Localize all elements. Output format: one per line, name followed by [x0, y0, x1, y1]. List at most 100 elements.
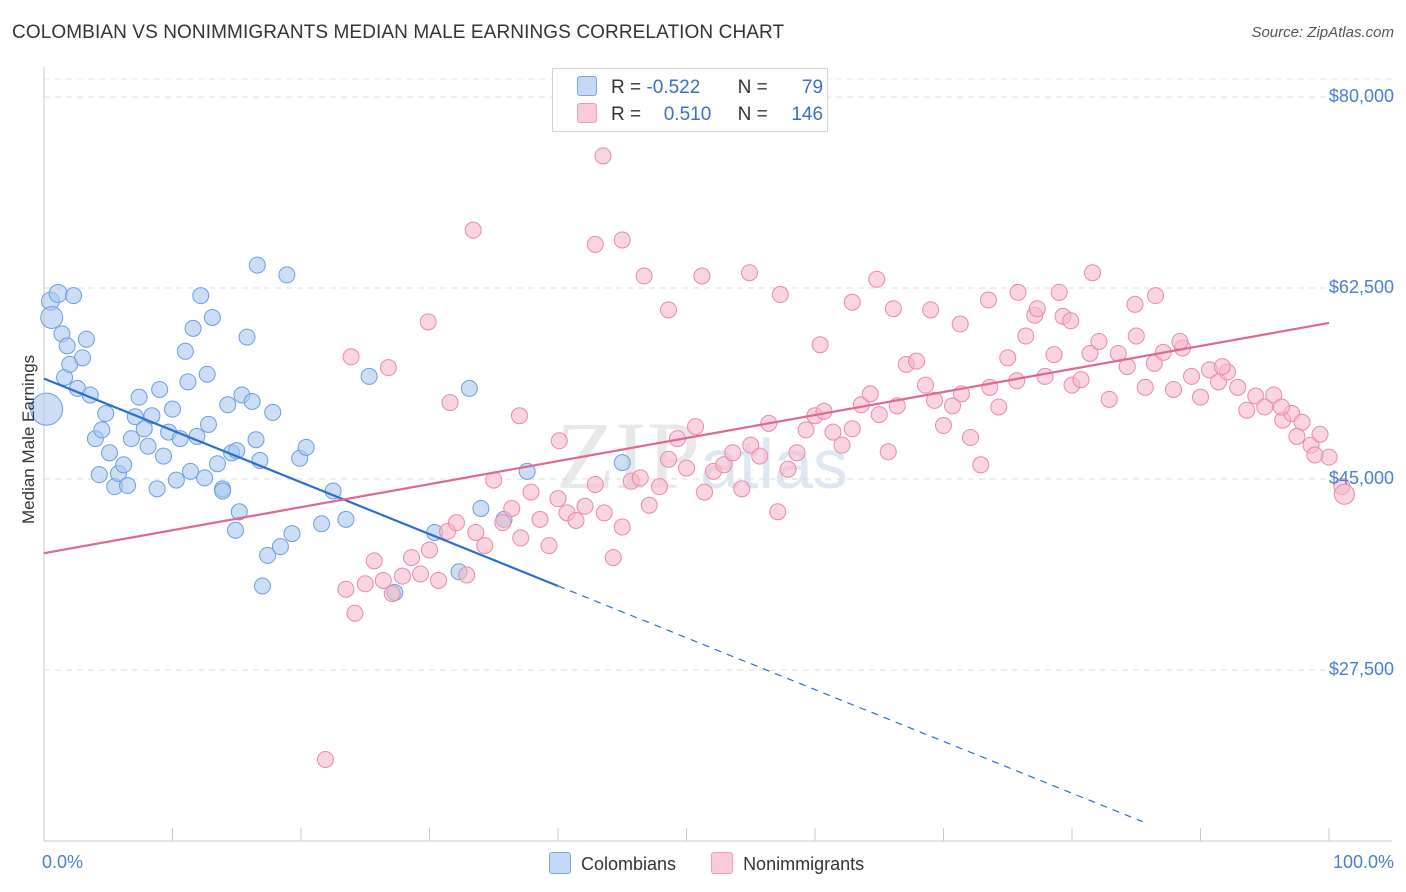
- nonimmigrants-point-142: [316, 750, 334, 768]
- nonimmigrants-point-14: [467, 523, 485, 541]
- nonimmigrants-point-82: [1090, 332, 1108, 350]
- nonimmigrants-point-132: [660, 301, 678, 319]
- nonimmigrants-point-122: [979, 291, 997, 309]
- nonimmigrants-point-4: [374, 572, 392, 590]
- watermark: ZIPatlas: [556, 400, 848, 511]
- colombians-point-53: [198, 365, 216, 383]
- y-axis-label: Median Male Earnings: [19, 354, 38, 524]
- nonimmigrants-point-1: [346, 604, 364, 622]
- nonimmigrants-point-30: [613, 518, 631, 536]
- nonimmigrants-point-66: [943, 397, 961, 415]
- colombians-point-0: [30, 392, 64, 426]
- colombians-point-40: [196, 469, 214, 487]
- nonimmigrants-point-128: [811, 336, 829, 354]
- nonimmigrants-point-110: [1288, 427, 1306, 445]
- colombians-point-62: [214, 482, 232, 500]
- chart-title: COLOMBIAN VS NONIMMIGRANTS MEDIAN MALE E…: [12, 22, 785, 43]
- colombians-point-33: [167, 471, 185, 489]
- nonimmigrants-point-5: [383, 585, 401, 603]
- colombians-point-35: [176, 342, 194, 360]
- nonimmigrants-point-123: [951, 315, 969, 333]
- colombians-point-26: [139, 437, 157, 455]
- colombians-point-58: [264, 403, 282, 421]
- nonimmigrants-point-130: [740, 264, 758, 282]
- legend-item-nonimmigrants: Nonimmigrants: [711, 852, 864, 875]
- colombians-point-64: [248, 256, 266, 274]
- legend-swatch-blue: [549, 852, 571, 874]
- colombians-point-55: [226, 521, 244, 539]
- nonimmigrants-point-48: [779, 460, 797, 478]
- colombians-point-22: [122, 430, 140, 448]
- colombians-point-17: [101, 444, 119, 462]
- nonimmigrants-point-129: [771, 286, 789, 304]
- nonimmigrants-point-64: [926, 391, 944, 409]
- correlation-legend: R = -0.522 N = 79 R = 0.510 N = 146: [552, 68, 828, 132]
- nonimmigrants-point-97: [1229, 378, 1247, 396]
- nonimmigrants-point-141: [342, 348, 360, 366]
- y-tick-label-62500: $62,500: [1328, 277, 1394, 297]
- colombians-point-14: [90, 466, 108, 484]
- nonimmigrants-point-43: [733, 480, 751, 498]
- legend-r-value: 0.510: [646, 104, 732, 126]
- colombians-point-45: [219, 396, 237, 414]
- colombians-trend-extension: [557, 585, 1143, 823]
- colombians-point-32: [164, 400, 181, 418]
- nonimmigrants-point-69: [972, 456, 990, 474]
- colombians-point-41: [199, 415, 217, 433]
- colombians-point-37: [184, 319, 202, 337]
- legend-row-nonimmigrants: R = 0.510 N = 146: [577, 103, 823, 127]
- colombians-point-49: [238, 328, 256, 346]
- colombians-point-28: [148, 480, 166, 498]
- nonimmigrants-point-34: [651, 478, 669, 496]
- nonimmigrants-point-10: [429, 572, 447, 590]
- colombians-point-2: [40, 305, 64, 329]
- nonimmigrants-point-118: [1062, 312, 1080, 330]
- colombians-point-11: [77, 330, 95, 348]
- nonimmigrants-point-120: [1028, 300, 1046, 318]
- nonimmigrants-point-29: [604, 549, 622, 567]
- nonimmigrants-point-115: [1147, 287, 1165, 305]
- nonimmigrants-point-139: [419, 313, 437, 331]
- nonimmigrants-point-125: [884, 300, 902, 318]
- colombians-point-69: [337, 510, 355, 528]
- colombians-point-50: [243, 393, 261, 411]
- nonimmigrants-point-41: [715, 456, 733, 474]
- nonimmigrants-point-2: [356, 575, 374, 593]
- colombians-point-25: [135, 420, 153, 438]
- legend-label-colombians: Colombians: [581, 854, 677, 874]
- nonimmigrants-point-12: [447, 514, 465, 532]
- nonimmigrants-point-17: [494, 514, 512, 532]
- colombians-point-21: [119, 477, 137, 495]
- nonimmigrants-point-74: [1017, 327, 1035, 345]
- nonimmigrants-point-93: [1192, 388, 1209, 406]
- colombians-point-63: [230, 503, 248, 521]
- nonimmigrants-point-99: [1247, 387, 1265, 405]
- colombians-point-16: [97, 405, 115, 423]
- nonimmigrants-point-9: [421, 541, 438, 559]
- nonimmigrants-point-28: [595, 504, 613, 522]
- nonimmigrants-point-6: [394, 567, 412, 585]
- nonimmigrants-point-126: [868, 270, 886, 288]
- nonimmigrants-point-47: [769, 503, 787, 521]
- nonimmigrants-point-106: [1311, 425, 1329, 443]
- legend-n-label: N =: [737, 104, 768, 125]
- source-label: Source: ZipAtlas.com: [1251, 24, 1394, 41]
- y-tick-label-45000: $45,000: [1328, 468, 1394, 488]
- legend-row-colombians: R = -0.522 N = 79: [577, 76, 823, 100]
- nonimmigrants-point-135: [586, 235, 604, 253]
- legend-r-value-text: 0.510: [663, 104, 712, 125]
- nonimmigrants-point-98: [1238, 401, 1256, 419]
- nonimmigrants-point-38: [686, 418, 704, 436]
- colombians-point-66: [297, 438, 315, 456]
- colombians-point-60: [278, 266, 296, 284]
- nonimmigrants-point-104: [1293, 413, 1311, 431]
- nonimmigrants-point-39: [695, 483, 713, 501]
- nonimmigrants-point-32: [631, 469, 649, 487]
- nonimmigrants-point-90: [1165, 381, 1183, 399]
- nonimmigrants-point-76: [1036, 367, 1054, 385]
- nonimmigrants-point-68: [961, 429, 979, 447]
- nonimmigrants-point-7: [403, 549, 421, 567]
- colombians-point-29: [151, 381, 169, 399]
- nonimmigrants-point-57: [861, 385, 879, 403]
